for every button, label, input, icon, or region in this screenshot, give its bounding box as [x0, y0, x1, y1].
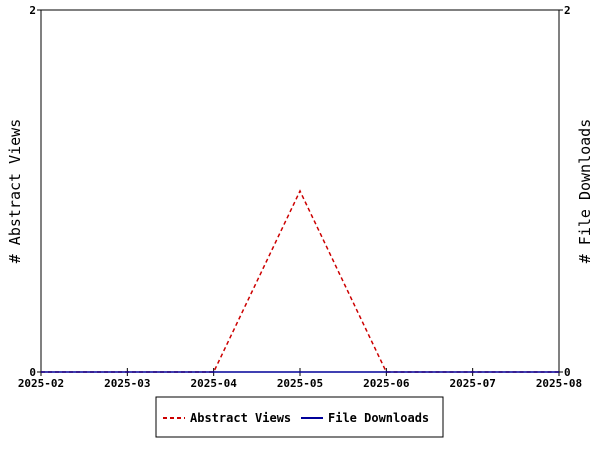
- right-y-tick-label: 2: [564, 4, 571, 17]
- x-tick-label: 2025-07: [449, 377, 495, 390]
- left-axis-title: # Abstract Views: [6, 119, 24, 264]
- right-y-axis: 02: [559, 4, 571, 379]
- left-y-axis: 02: [29, 4, 41, 379]
- x-tick-label: 2025-08: [536, 377, 582, 390]
- x-tick-label: 2025-04: [190, 377, 237, 390]
- x-tick-label: 2025-05: [277, 377, 323, 390]
- legend-box: [155, 396, 444, 438]
- series-layer: [41, 189, 559, 373]
- x-axis: 2025-02 2025-03 2025-04 2025-05 2025-06 2025-…: [18, 368, 582, 390]
- x-tick-label: 2025-06: [363, 377, 410, 390]
- x-tick-label: 2025-02: [18, 377, 64, 390]
- legend: Abstract Views File Downloads: [155, 396, 444, 438]
- right-y-tick-label: 0: [564, 366, 571, 379]
- right-axis-title: # File Downloads: [576, 119, 594, 264]
- legend-label-file-downloads: File Downloads: [328, 411, 429, 425]
- left-y-tick-label: 0: [29, 366, 36, 379]
- legend-label-abstract-views: Abstract Views: [190, 411, 291, 425]
- x-tick-label: 2025-03: [104, 377, 150, 390]
- left-y-tick-label: 2: [29, 4, 36, 17]
